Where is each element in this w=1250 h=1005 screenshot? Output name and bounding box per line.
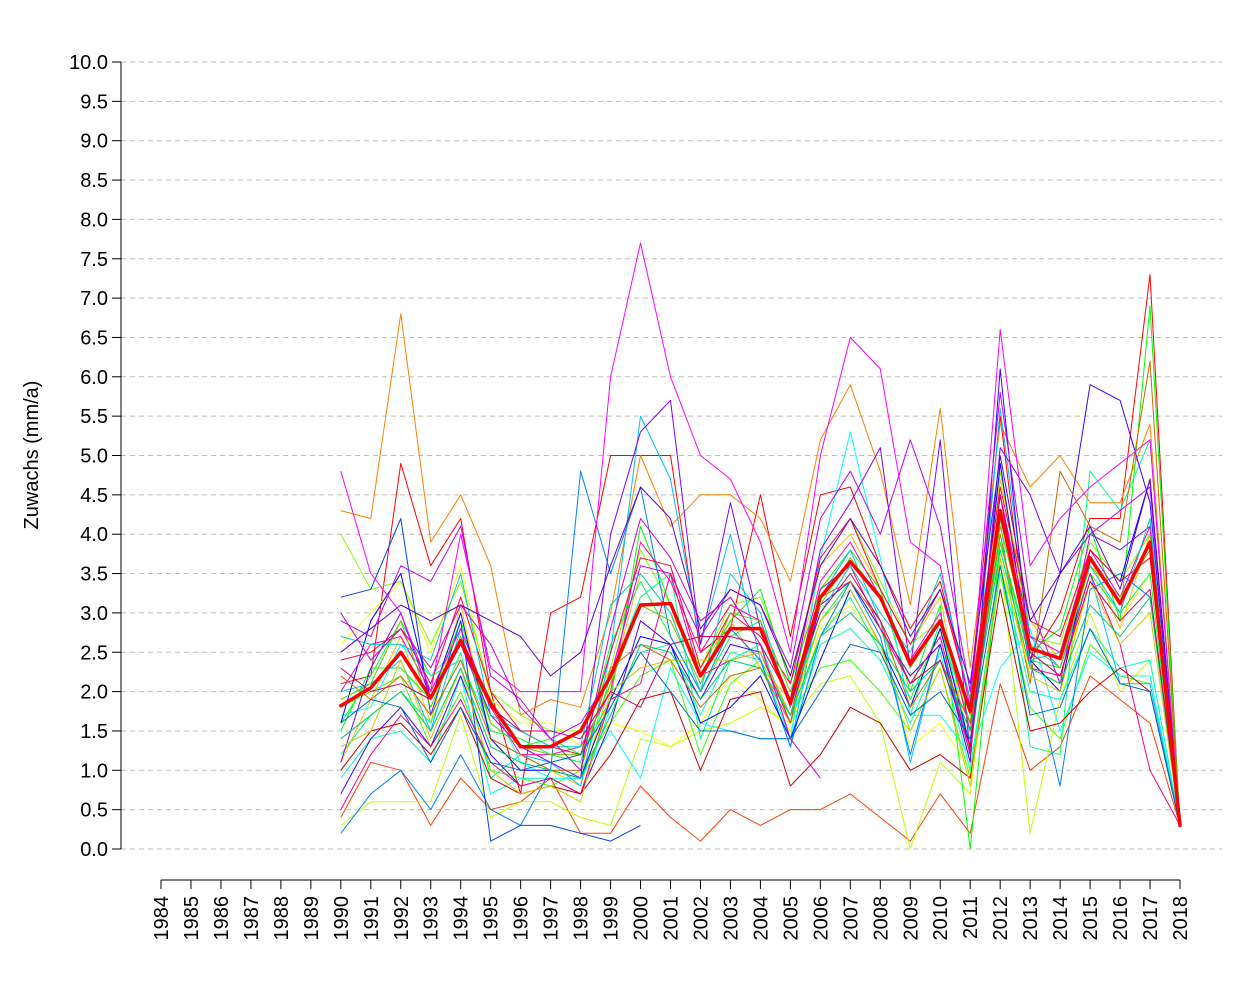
y-tick-label: 5.5 bbox=[80, 406, 108, 428]
axes: 0.0 0.5 1.0 1.5 2.0 2.5 3.0 3.5 4.0 4.5 5.0 5.5 6.0 6… bbox=[69, 52, 1192, 941]
x-tick-label: 2002 bbox=[690, 896, 712, 941]
x-tick-label: 2005 bbox=[780, 896, 802, 941]
x-tick-label: 2007 bbox=[840, 896, 862, 941]
gridlines bbox=[121, 61, 1222, 850]
y-tick-label: 3.0 bbox=[80, 603, 108, 625]
x-tick-label: 2008 bbox=[870, 896, 892, 941]
y-tick-label: 7.0 bbox=[80, 288, 108, 310]
y-tick-label: 8.5 bbox=[80, 170, 108, 192]
series-line bbox=[340, 675, 1181, 842]
x-tick-label: 2006 bbox=[810, 896, 832, 941]
x-tick-label: 2014 bbox=[1050, 896, 1072, 941]
y-tick-label: 6.5 bbox=[80, 327, 108, 349]
y-tick-label: 9.0 bbox=[80, 131, 108, 153]
x-tick-label: 1989 bbox=[301, 896, 323, 941]
y-tick-label: 4.5 bbox=[80, 485, 108, 507]
y-tick-label: 10.0 bbox=[69, 52, 108, 74]
series-line bbox=[340, 470, 1181, 834]
series-line bbox=[340, 242, 1181, 826]
y-tick-label: 3.5 bbox=[80, 564, 108, 586]
series-line bbox=[340, 549, 1181, 826]
y-tick-label: 0.0 bbox=[80, 839, 108, 861]
series-line bbox=[340, 455, 1181, 826]
x-tick-label: 1985 bbox=[181, 896, 203, 941]
series-line bbox=[340, 518, 641, 842]
y-tick-label: 0.5 bbox=[80, 800, 108, 822]
y-tick-label: 9.5 bbox=[80, 91, 108, 113]
series-line bbox=[340, 557, 1181, 826]
x-tick-label: 1990 bbox=[331, 896, 353, 941]
y-tick-label: 8.0 bbox=[80, 209, 108, 231]
x-tick-label: 2016 bbox=[1110, 896, 1132, 941]
x-tick-label: 1987 bbox=[241, 896, 263, 941]
mean-series bbox=[339, 508, 1182, 828]
x-tick-label: 1999 bbox=[601, 896, 623, 941]
x-tick-label: 1988 bbox=[271, 896, 293, 941]
series-line bbox=[340, 510, 1181, 826]
x-tick-label: 1991 bbox=[361, 896, 383, 941]
x-tick-label: 1996 bbox=[511, 896, 533, 941]
x-tick-label: 1997 bbox=[541, 896, 563, 941]
x-tick-label: 1992 bbox=[391, 896, 413, 941]
x-tick-label: 1986 bbox=[211, 896, 233, 941]
series-line bbox=[340, 313, 1181, 826]
x-tick-label: 2017 bbox=[1140, 896, 1162, 941]
series-line bbox=[340, 305, 1181, 850]
x-tick-label: 1993 bbox=[421, 896, 443, 941]
x-tick-label: 2009 bbox=[900, 896, 922, 941]
x-tick-label: 2001 bbox=[661, 896, 683, 941]
series-line bbox=[340, 274, 1181, 826]
x-tick-label: 2013 bbox=[1020, 896, 1042, 941]
x-tick-label: 1995 bbox=[481, 896, 503, 941]
x-tick-label: 1998 bbox=[571, 896, 593, 941]
y-tick-label: 7.5 bbox=[80, 249, 108, 271]
x-tick-label: 2012 bbox=[990, 896, 1012, 941]
y-tick-label: 5.0 bbox=[80, 446, 108, 468]
x-tick-label: 2000 bbox=[631, 896, 653, 941]
series-line bbox=[340, 588, 1181, 826]
series-line bbox=[340, 470, 1181, 826]
x-tick-label: 2015 bbox=[1080, 896, 1102, 941]
x-tick-label: 2004 bbox=[750, 896, 772, 941]
x-tick-label: 2011 bbox=[960, 896, 982, 939]
individual-series bbox=[340, 242, 1181, 850]
series-line bbox=[340, 486, 1181, 826]
y-tick-label: 2.5 bbox=[80, 642, 108, 664]
y-tick-label: 1.5 bbox=[80, 721, 108, 743]
series-line bbox=[340, 565, 1181, 826]
y-tick-label: 2.0 bbox=[80, 682, 108, 704]
series-line bbox=[340, 557, 1181, 850]
mean-series-line bbox=[339, 508, 1182, 828]
x-tick-label: 2018 bbox=[1170, 896, 1192, 941]
x-tick-label: 1984 bbox=[151, 896, 173, 941]
x-tick-label: 1994 bbox=[451, 896, 473, 941]
y-tick-label: 1.0 bbox=[80, 760, 108, 782]
y-tick-label: 6.0 bbox=[80, 367, 108, 389]
y-tick-label: 4.0 bbox=[80, 524, 108, 546]
series-line bbox=[340, 518, 821, 779]
y-axis-label: Zuwachs (mm/a) bbox=[21, 381, 43, 530]
x-tick-label: 2010 bbox=[930, 896, 952, 941]
x-tick-label: 2003 bbox=[720, 896, 742, 941]
